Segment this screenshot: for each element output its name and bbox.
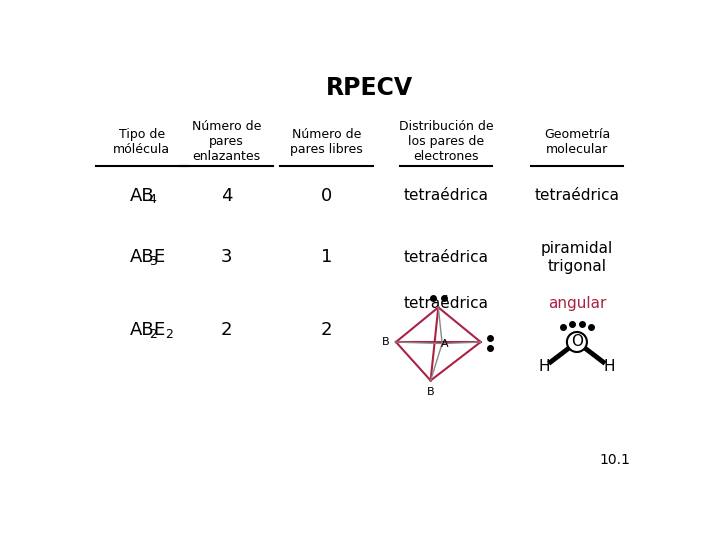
Text: H: H xyxy=(539,359,550,374)
Text: tetraédrica: tetraédrica xyxy=(534,188,619,203)
Text: RPECV: RPECV xyxy=(325,76,413,100)
Text: tetraédrica: tetraédrica xyxy=(403,188,488,203)
Text: tetraédrica: tetraédrica xyxy=(403,296,488,311)
Text: 4: 4 xyxy=(221,187,233,205)
Text: AB: AB xyxy=(130,248,154,266)
Text: 2: 2 xyxy=(321,321,333,340)
Text: E: E xyxy=(153,248,164,266)
Text: Número de
pares libres: Número de pares libres xyxy=(290,128,363,156)
Text: B: B xyxy=(382,337,390,347)
Text: AB: AB xyxy=(130,321,154,340)
Text: 1: 1 xyxy=(321,248,333,266)
Text: 0: 0 xyxy=(321,187,332,205)
Text: Número de
pares
enlazantes: Número de pares enlazantes xyxy=(192,120,261,163)
Text: 2: 2 xyxy=(221,321,233,340)
Text: E: E xyxy=(153,321,164,340)
Text: 10.1: 10.1 xyxy=(600,453,631,467)
Circle shape xyxy=(567,332,587,352)
Text: piramidal
trigonal: piramidal trigonal xyxy=(541,241,613,273)
Text: 3: 3 xyxy=(221,248,233,266)
Text: Distribución de
los pares de
electrones: Distribución de los pares de electrones xyxy=(399,120,493,163)
Text: O: O xyxy=(571,334,583,349)
Text: H: H xyxy=(603,359,615,374)
Text: 4: 4 xyxy=(149,193,156,206)
Text: 2: 2 xyxy=(165,328,173,341)
Text: AB: AB xyxy=(130,187,154,205)
Text: Geometría
molecular: Geometría molecular xyxy=(544,128,610,156)
Text: 3: 3 xyxy=(149,255,156,268)
Text: Tipo de
mólécula: Tipo de mólécula xyxy=(113,128,171,156)
Text: A: A xyxy=(441,339,449,348)
Text: angular: angular xyxy=(548,296,606,311)
Text: 2: 2 xyxy=(149,328,156,341)
Text: tetraédrica: tetraédrica xyxy=(403,250,488,265)
Text: B: B xyxy=(427,387,434,397)
